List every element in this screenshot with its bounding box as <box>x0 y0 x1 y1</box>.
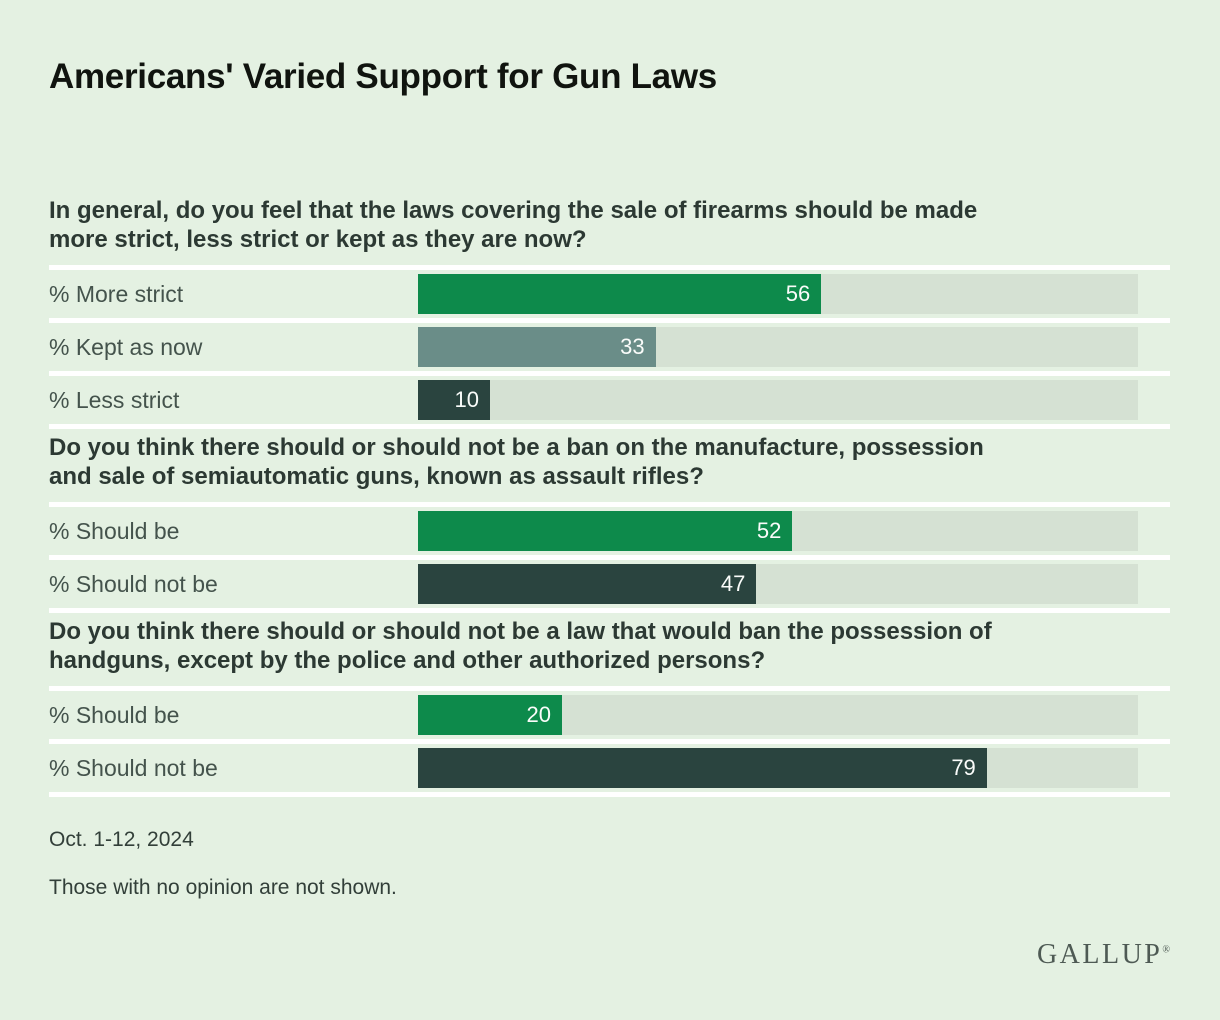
bar-kept-as-now: 33 <box>418 327 656 367</box>
question-text: In general, do you feel that the laws co… <box>49 196 1170 254</box>
row-label: % Less strict <box>49 386 180 413</box>
bar-value-label: 10 <box>454 387 479 412</box>
bar-track: 52 <box>418 511 1138 551</box>
bar-should-be: 52 <box>418 511 793 551</box>
registered-trademark-icon: ® <box>1162 945 1170 956</box>
logo-row: GALLUP® <box>49 935 1170 971</box>
bar-row-should-be: % Should be 20 <box>49 695 1170 735</box>
bar-should-be: 20 <box>418 695 562 735</box>
bar-row-less-strict: % Less strict 10 <box>49 380 1170 420</box>
bar-row-should-not-be: % Should not be 47 <box>49 564 1170 604</box>
separator-line <box>49 318 1170 323</box>
separator-line <box>49 792 1170 797</box>
row-label: % Should be <box>49 701 180 728</box>
separator-line <box>49 502 1170 507</box>
question-section-firearm-laws: In general, do you feel that the laws co… <box>49 196 1170 429</box>
bar-row-should-be: % Should be 52 <box>49 511 1170 551</box>
question-line-1: In general, do you feel that the laws co… <box>49 197 978 224</box>
question-line-2: more strict, less strict or kept as they… <box>49 226 587 253</box>
question-line-1: Do you think there should or should not … <box>49 434 984 461</box>
bar-value-label: 56 <box>785 281 811 306</box>
gallup-logo: GALLUP® <box>1037 939 1170 970</box>
row-label: % Should be <box>49 517 180 544</box>
separator-line <box>49 608 1170 613</box>
separator-line <box>49 265 1170 270</box>
bar-value-label: 52 <box>756 518 782 543</box>
bar-row-kept-as-now: % Kept as now 33 <box>49 327 1170 367</box>
row-label: % Should not be <box>49 570 218 597</box>
separator-line <box>49 555 1170 560</box>
bar-track: 79 <box>418 748 1138 788</box>
question-line-2: and sale of semiautomatic guns, known as… <box>49 463 704 490</box>
bar-should-not-be: 47 <box>418 564 757 604</box>
question-text: Do you think there should or should not … <box>49 617 1170 675</box>
bar-value-label: 79 <box>951 755 976 780</box>
separator-line <box>49 371 1170 376</box>
bar-track: 47 <box>418 564 1138 604</box>
bar-less-strict: 10 <box>418 380 490 420</box>
question-section-handgun-ban: Do you think there should or should not … <box>49 617 1170 797</box>
page-title: Americans' Varied Support for Gun Laws <box>49 57 717 96</box>
gallup-logo-text: GALLUP <box>1036 939 1163 971</box>
question-text: Do you think there should or should not … <box>49 433 1170 491</box>
bar-track: 33 <box>418 327 1138 367</box>
survey-date: Oct. 1-12, 2024 <box>49 828 194 851</box>
bar-value-label: 33 <box>620 334 645 359</box>
bar-track: 20 <box>418 695 1138 735</box>
bar-track: 56 <box>418 274 1138 314</box>
bar-more-strict: 56 <box>418 274 822 314</box>
bar-value-label: 47 <box>720 571 746 596</box>
row-label: % More strict <box>49 280 184 307</box>
row-label: % Should not be <box>49 754 218 781</box>
bar-row-more-strict: % More strict 56 <box>49 274 1170 314</box>
footnote: Those with no opinion are not shown. <box>49 876 397 899</box>
question-line-2: handguns, except by the police and other… <box>49 647 766 674</box>
bar-track: 10 <box>418 380 1138 420</box>
chart-container: Americans' Varied Support for Gun Laws I… <box>49 0 1170 971</box>
bar-value-label: 20 <box>526 702 551 727</box>
bar-should-not-be: 79 <box>418 748 987 788</box>
row-label: % Kept as now <box>49 333 203 360</box>
question-line-1: Do you think there should or should not … <box>49 618 992 645</box>
question-section-assault-rifle-ban: Do you think there should or should not … <box>49 433 1170 613</box>
separator-line <box>49 686 1170 691</box>
separator-line <box>49 424 1170 429</box>
separator-line <box>49 739 1170 744</box>
bar-row-should-not-be: % Should not be 79 <box>49 748 1170 788</box>
